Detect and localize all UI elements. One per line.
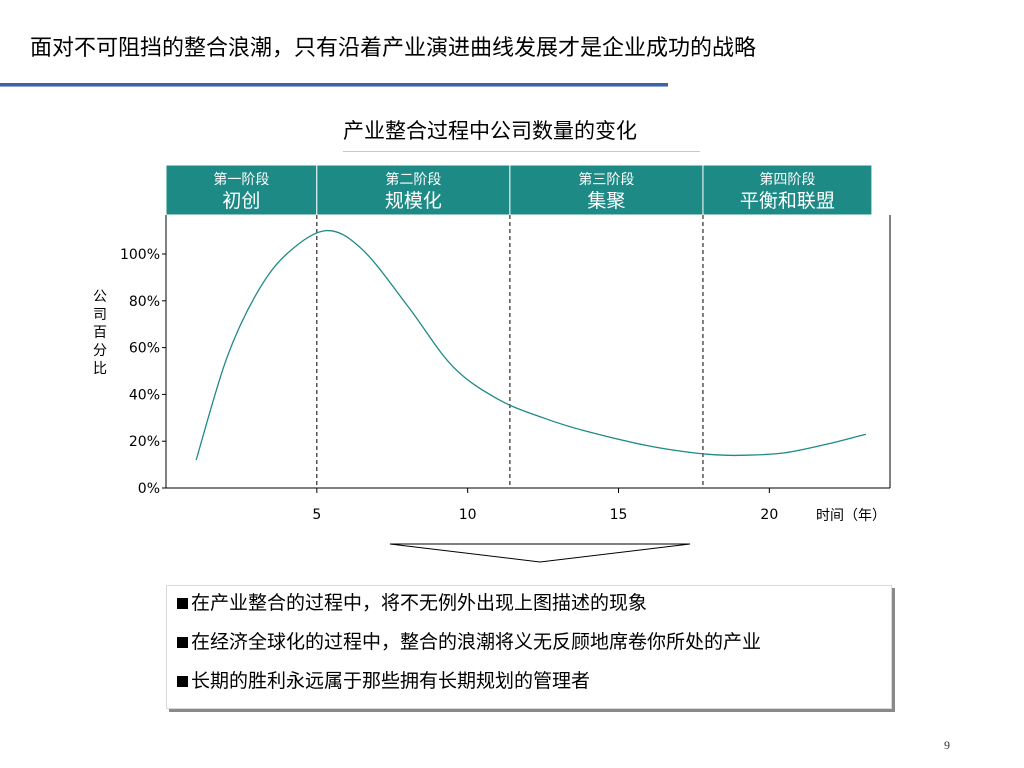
y-tick-label: 100% (120, 247, 160, 263)
y-tick-label: 40% (129, 387, 160, 403)
note-item: 在产业整合的过程中，将不无例外出现上图描述的现象 (177, 594, 891, 633)
phase-name-label: 初创 (222, 190, 260, 212)
note-item: 在经济全球化的过程中，整合的浪潮将义无反顾地席卷你所处的产业 (177, 633, 891, 672)
x-tick-label: 15 (610, 507, 628, 523)
y-axis-label: 公司百分比 (93, 289, 107, 377)
chart-title-divider (343, 151, 700, 152)
phase-name-label: 集聚 (587, 190, 625, 212)
series-line (195, 229, 867, 461)
note-text: 长期的胜利永远属于那些拥有长期规划的管理者 (191, 670, 591, 692)
y-ticks: 0% 20% 40% 60% 80% 100% (120, 247, 166, 497)
phase-stage-label: 第三阶段 (578, 171, 634, 188)
summary-arrow (389, 543, 691, 563)
square-bullet-icon (177, 637, 188, 648)
phase-stage-label: 第四阶段 (759, 171, 815, 188)
axes (165, 215, 891, 489)
y-tick-label: 60% (129, 341, 160, 357)
note-item: 长期的胜利永远属于那些拥有长期规划的管理者 (177, 672, 891, 711)
x-tick-label: 20 (760, 507, 778, 523)
note-text: 在经济全球化的过程中，整合的浪潮将义无反顾地席卷你所处的产业 (191, 631, 762, 653)
phase-name-label: 平衡和联盟 (740, 190, 835, 212)
slide-title: 面对不可阻挡的整合浪潮，只有沿着产业演进曲线发展才是企业成功的战略 (30, 36, 757, 61)
y-tick-label: 0% (138, 481, 160, 497)
page-number: 9 (944, 738, 950, 752)
y-tick-label: 20% (129, 434, 160, 450)
phase-header-cell (316, 164, 511, 216)
phase-name-label: 规模化 (385, 190, 442, 212)
phase-header-cell (702, 164, 873, 216)
x-tick-label: 10 (459, 507, 477, 523)
phase-header-cell (509, 164, 704, 216)
square-bullet-icon (177, 676, 188, 687)
chart-title: 产业整合过程中公司数量的变化 (343, 119, 637, 143)
x-axis-label: 时间（年） (816, 508, 886, 524)
notes-box: 在产业整合的过程中，将不无例外出现上图描述的现象 在经济全球化的过程中，整合的浪… (166, 585, 892, 709)
phase-dividers (316, 215, 704, 488)
note-text: 在产业整合的过程中，将不无例外出现上图描述的现象 (191, 592, 648, 614)
square-bullet-icon (177, 598, 188, 609)
title-divider (0, 83, 668, 87)
y-tick-label: 80% (129, 294, 160, 310)
phase-stage-label: 第一阶段 (213, 171, 269, 188)
phase-stage-label: 第二阶段 (385, 171, 441, 188)
x-ticks: 5 10 15 20 (312, 488, 778, 523)
phase-header-cell (165, 164, 318, 216)
x-tick-label: 5 (312, 507, 321, 523)
